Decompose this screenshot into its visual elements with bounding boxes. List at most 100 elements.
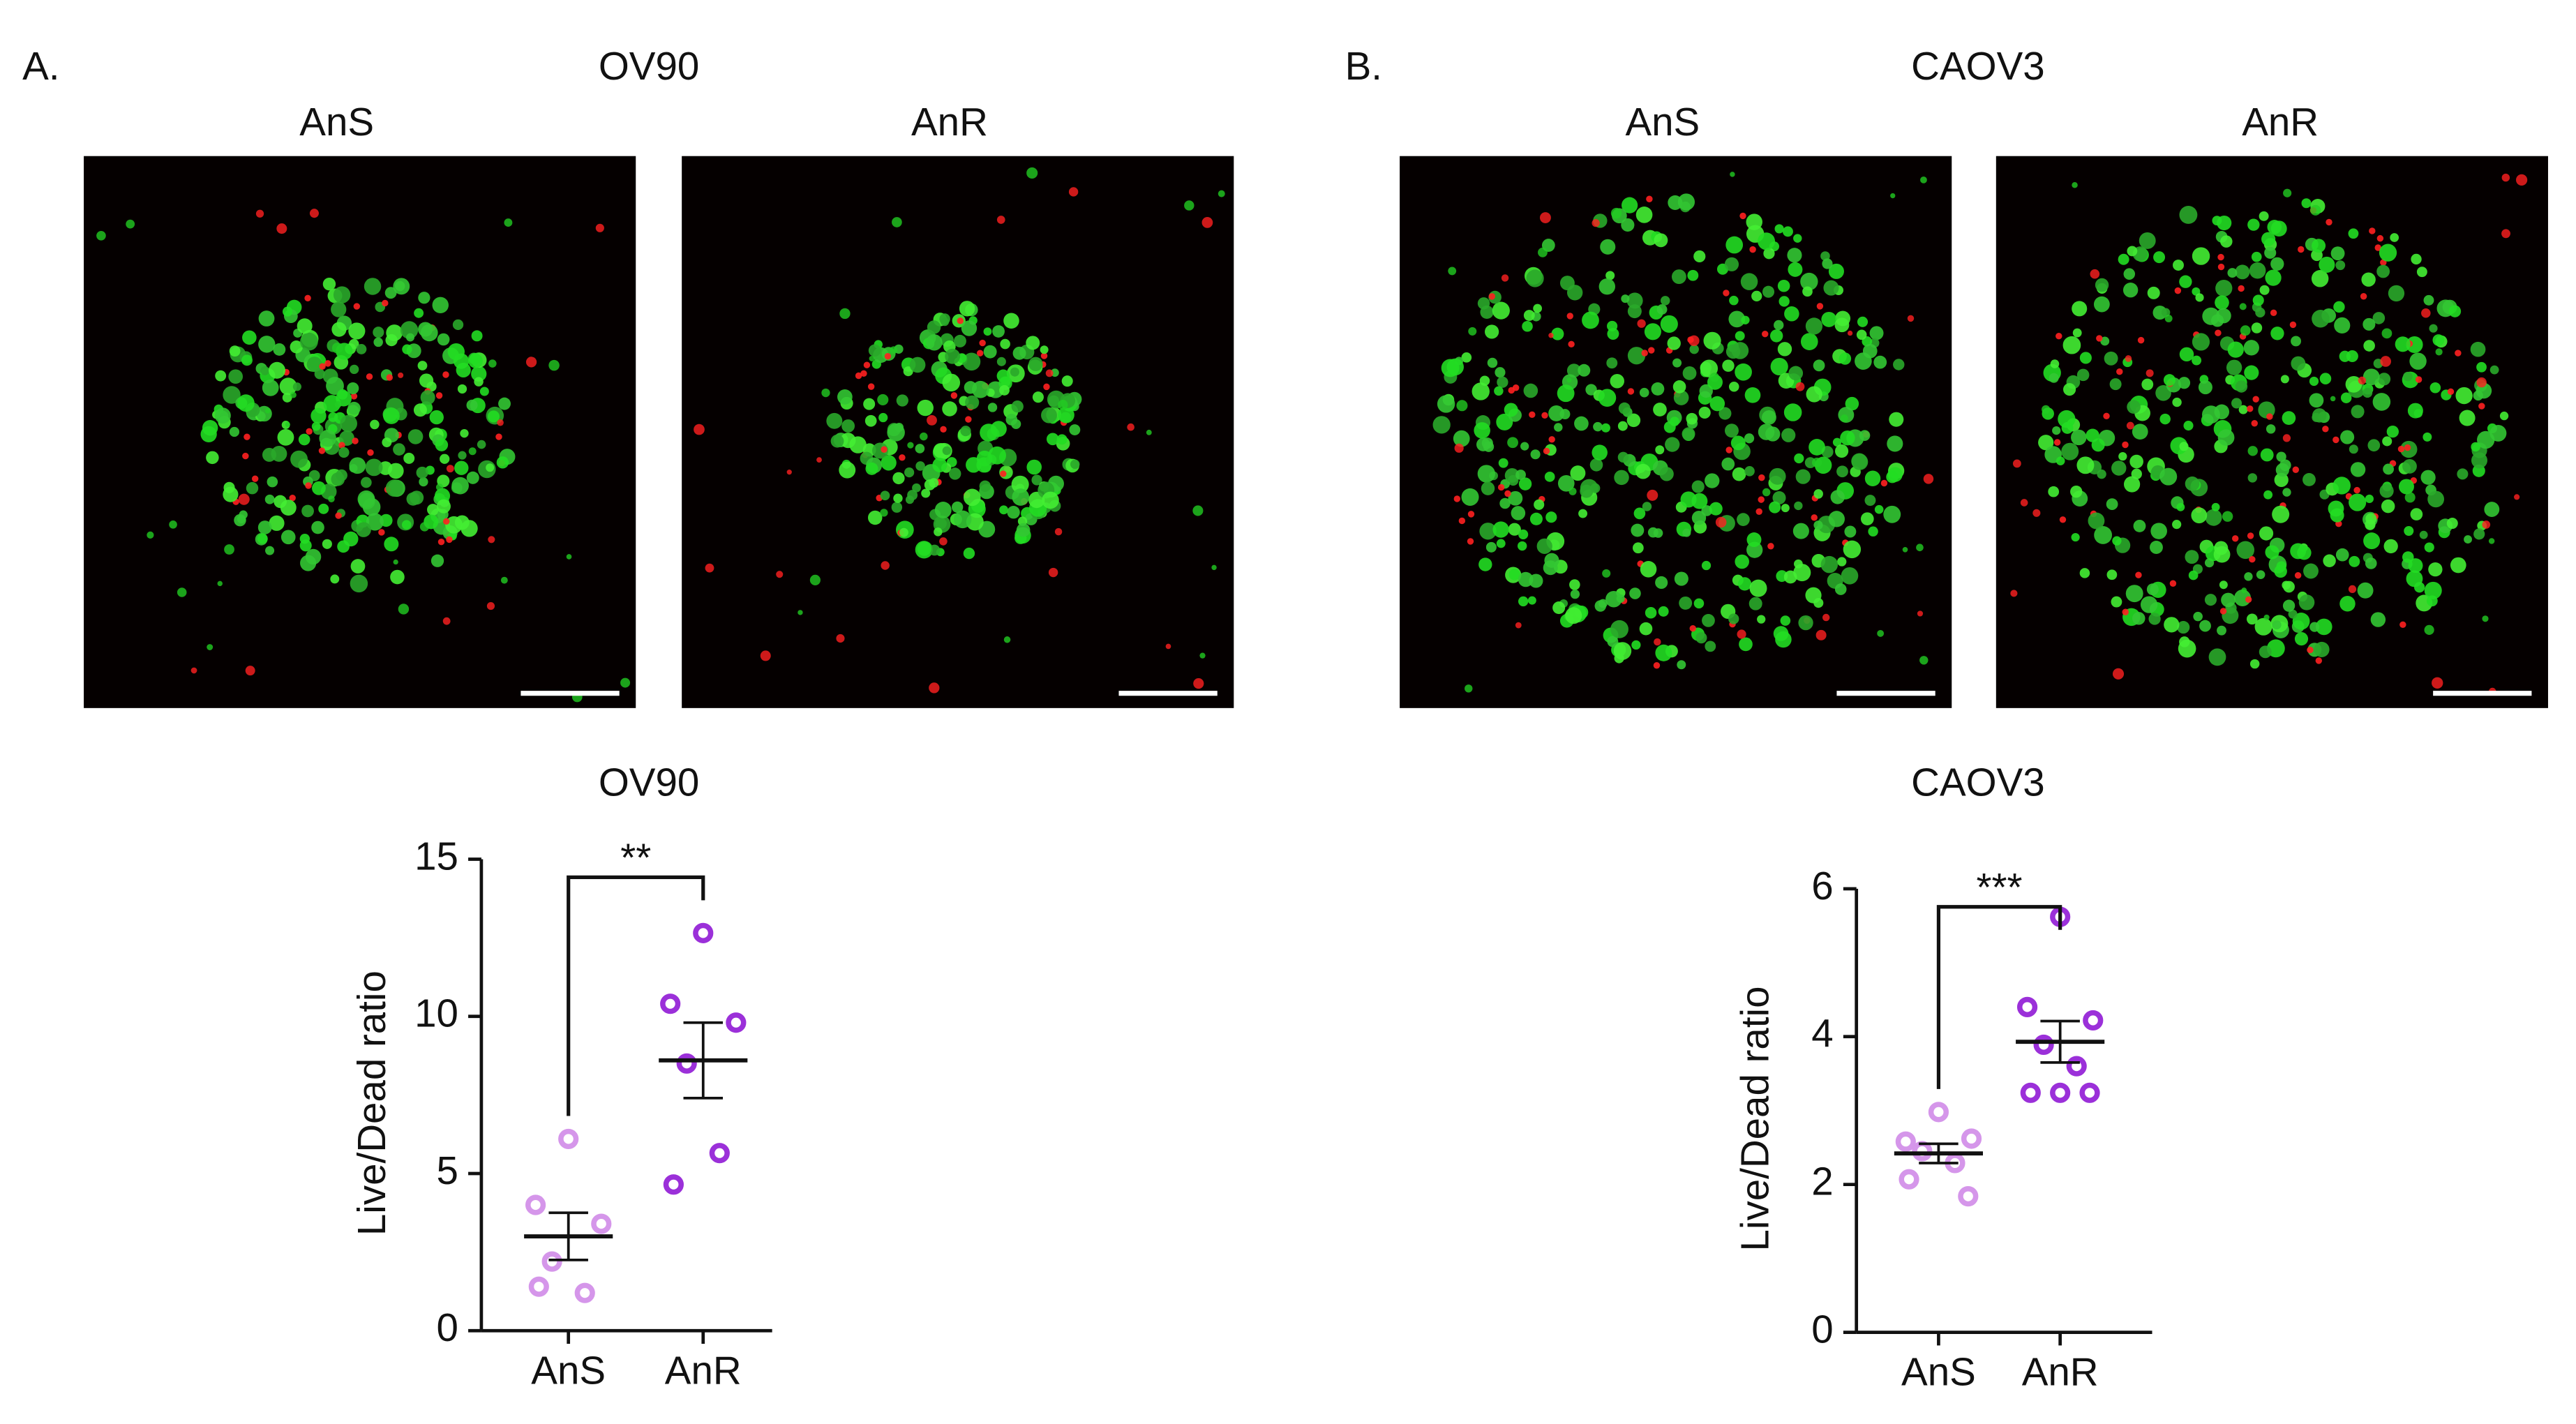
cell bbox=[867, 383, 875, 390]
cell bbox=[1800, 272, 1818, 291]
cell bbox=[1777, 279, 1790, 292]
cell bbox=[1621, 294, 1630, 303]
cell bbox=[1613, 642, 1632, 660]
cell bbox=[2477, 430, 2495, 449]
cell bbox=[1660, 315, 1678, 333]
cell bbox=[306, 357, 322, 373]
cell bbox=[1689, 625, 1696, 632]
cell bbox=[2164, 314, 2173, 322]
cell bbox=[2106, 498, 2118, 511]
cell bbox=[2403, 371, 2413, 382]
cell bbox=[2217, 625, 2226, 636]
cell bbox=[2150, 541, 2163, 554]
cell bbox=[1633, 507, 1646, 520]
cell bbox=[347, 401, 361, 415]
cell bbox=[2249, 555, 2256, 563]
cell bbox=[863, 398, 876, 410]
cell bbox=[2302, 473, 2316, 486]
cell bbox=[963, 547, 975, 560]
cell bbox=[2388, 285, 2405, 302]
cell bbox=[2177, 621, 2190, 634]
image-title: AnS bbox=[1625, 100, 1700, 144]
cell bbox=[2470, 341, 2486, 357]
cell bbox=[1889, 412, 1904, 427]
cell bbox=[1718, 407, 1732, 420]
cell bbox=[2116, 368, 2123, 375]
cell bbox=[2328, 500, 2344, 517]
cell bbox=[2365, 557, 2377, 569]
cell bbox=[1472, 382, 1490, 400]
cell bbox=[1598, 278, 1616, 295]
cell bbox=[1007, 506, 1020, 519]
cell bbox=[1601, 423, 1610, 433]
cell bbox=[2471, 442, 2480, 452]
cell bbox=[786, 470, 792, 475]
cell bbox=[929, 544, 941, 556]
cell bbox=[2032, 509, 2041, 517]
cell bbox=[1815, 629, 1827, 640]
cell bbox=[301, 504, 314, 518]
cell bbox=[2265, 545, 2279, 560]
cell bbox=[1724, 257, 1739, 271]
cell bbox=[454, 460, 469, 475]
cell bbox=[939, 313, 950, 324]
cell bbox=[2312, 310, 2330, 328]
cell bbox=[1834, 583, 1847, 595]
cell bbox=[1864, 495, 1876, 507]
cell bbox=[486, 602, 495, 610]
cell bbox=[416, 466, 428, 479]
cell bbox=[2427, 490, 2445, 508]
cell bbox=[2282, 580, 2291, 590]
cell bbox=[2319, 373, 2332, 384]
cell bbox=[1508, 523, 1521, 536]
cell bbox=[1893, 359, 1905, 370]
cell bbox=[304, 294, 311, 301]
cell bbox=[319, 430, 336, 447]
data-point bbox=[2016, 996, 2038, 1017]
cell bbox=[1629, 587, 1641, 599]
cell bbox=[2326, 218, 2332, 226]
cell bbox=[2139, 232, 2156, 249]
cell bbox=[1828, 511, 1845, 527]
cell bbox=[1762, 331, 1769, 338]
cell bbox=[1617, 421, 1628, 431]
cell bbox=[356, 522, 371, 537]
micrograph bbox=[1400, 156, 1952, 708]
cell bbox=[2348, 585, 2357, 594]
cell bbox=[1744, 387, 1761, 403]
cell bbox=[2348, 228, 2359, 239]
cell bbox=[1883, 505, 1901, 523]
cell bbox=[1741, 315, 1750, 324]
cell bbox=[419, 522, 430, 532]
cell bbox=[2259, 285, 2270, 295]
cell bbox=[347, 382, 359, 395]
cell bbox=[1844, 525, 1857, 538]
cell bbox=[440, 454, 450, 464]
cell bbox=[2499, 411, 2509, 421]
cell bbox=[446, 536, 453, 544]
data-point bbox=[1895, 1131, 1916, 1152]
cell bbox=[2053, 439, 2061, 446]
cell bbox=[1488, 293, 1496, 300]
cell bbox=[927, 320, 941, 334]
cell bbox=[1645, 607, 1657, 619]
cell bbox=[2072, 181, 2078, 188]
cell bbox=[2424, 542, 2434, 553]
cell bbox=[2428, 562, 2443, 577]
cell bbox=[1832, 437, 1842, 447]
cell bbox=[436, 499, 451, 514]
data-point bbox=[591, 1213, 612, 1234]
cell bbox=[1793, 234, 1802, 243]
cell bbox=[432, 297, 449, 314]
cell bbox=[350, 559, 366, 574]
cell bbox=[1622, 197, 1638, 213]
cell bbox=[2447, 388, 2455, 396]
cell bbox=[2404, 492, 2416, 503]
cell bbox=[2367, 439, 2381, 452]
cell bbox=[1890, 193, 1896, 199]
cell bbox=[2178, 377, 2191, 389]
cell bbox=[497, 419, 504, 426]
cell bbox=[2192, 355, 2202, 366]
cell bbox=[474, 377, 484, 387]
cell bbox=[2357, 582, 2374, 599]
